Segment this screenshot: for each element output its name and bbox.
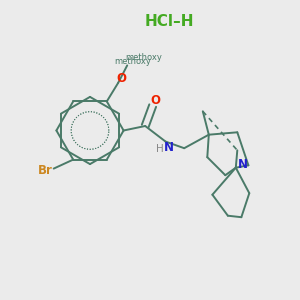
Text: O: O [150,94,160,107]
Text: O: O [116,72,126,85]
Text: N: N [237,158,248,171]
Text: methoxy: methoxy [126,53,163,62]
Text: Br: Br [38,164,53,178]
Text: methoxy: methoxy [114,57,151,66]
Text: N: N [164,140,174,154]
Text: H: H [156,144,164,154]
Text: HCl–H: HCl–H [145,14,194,29]
